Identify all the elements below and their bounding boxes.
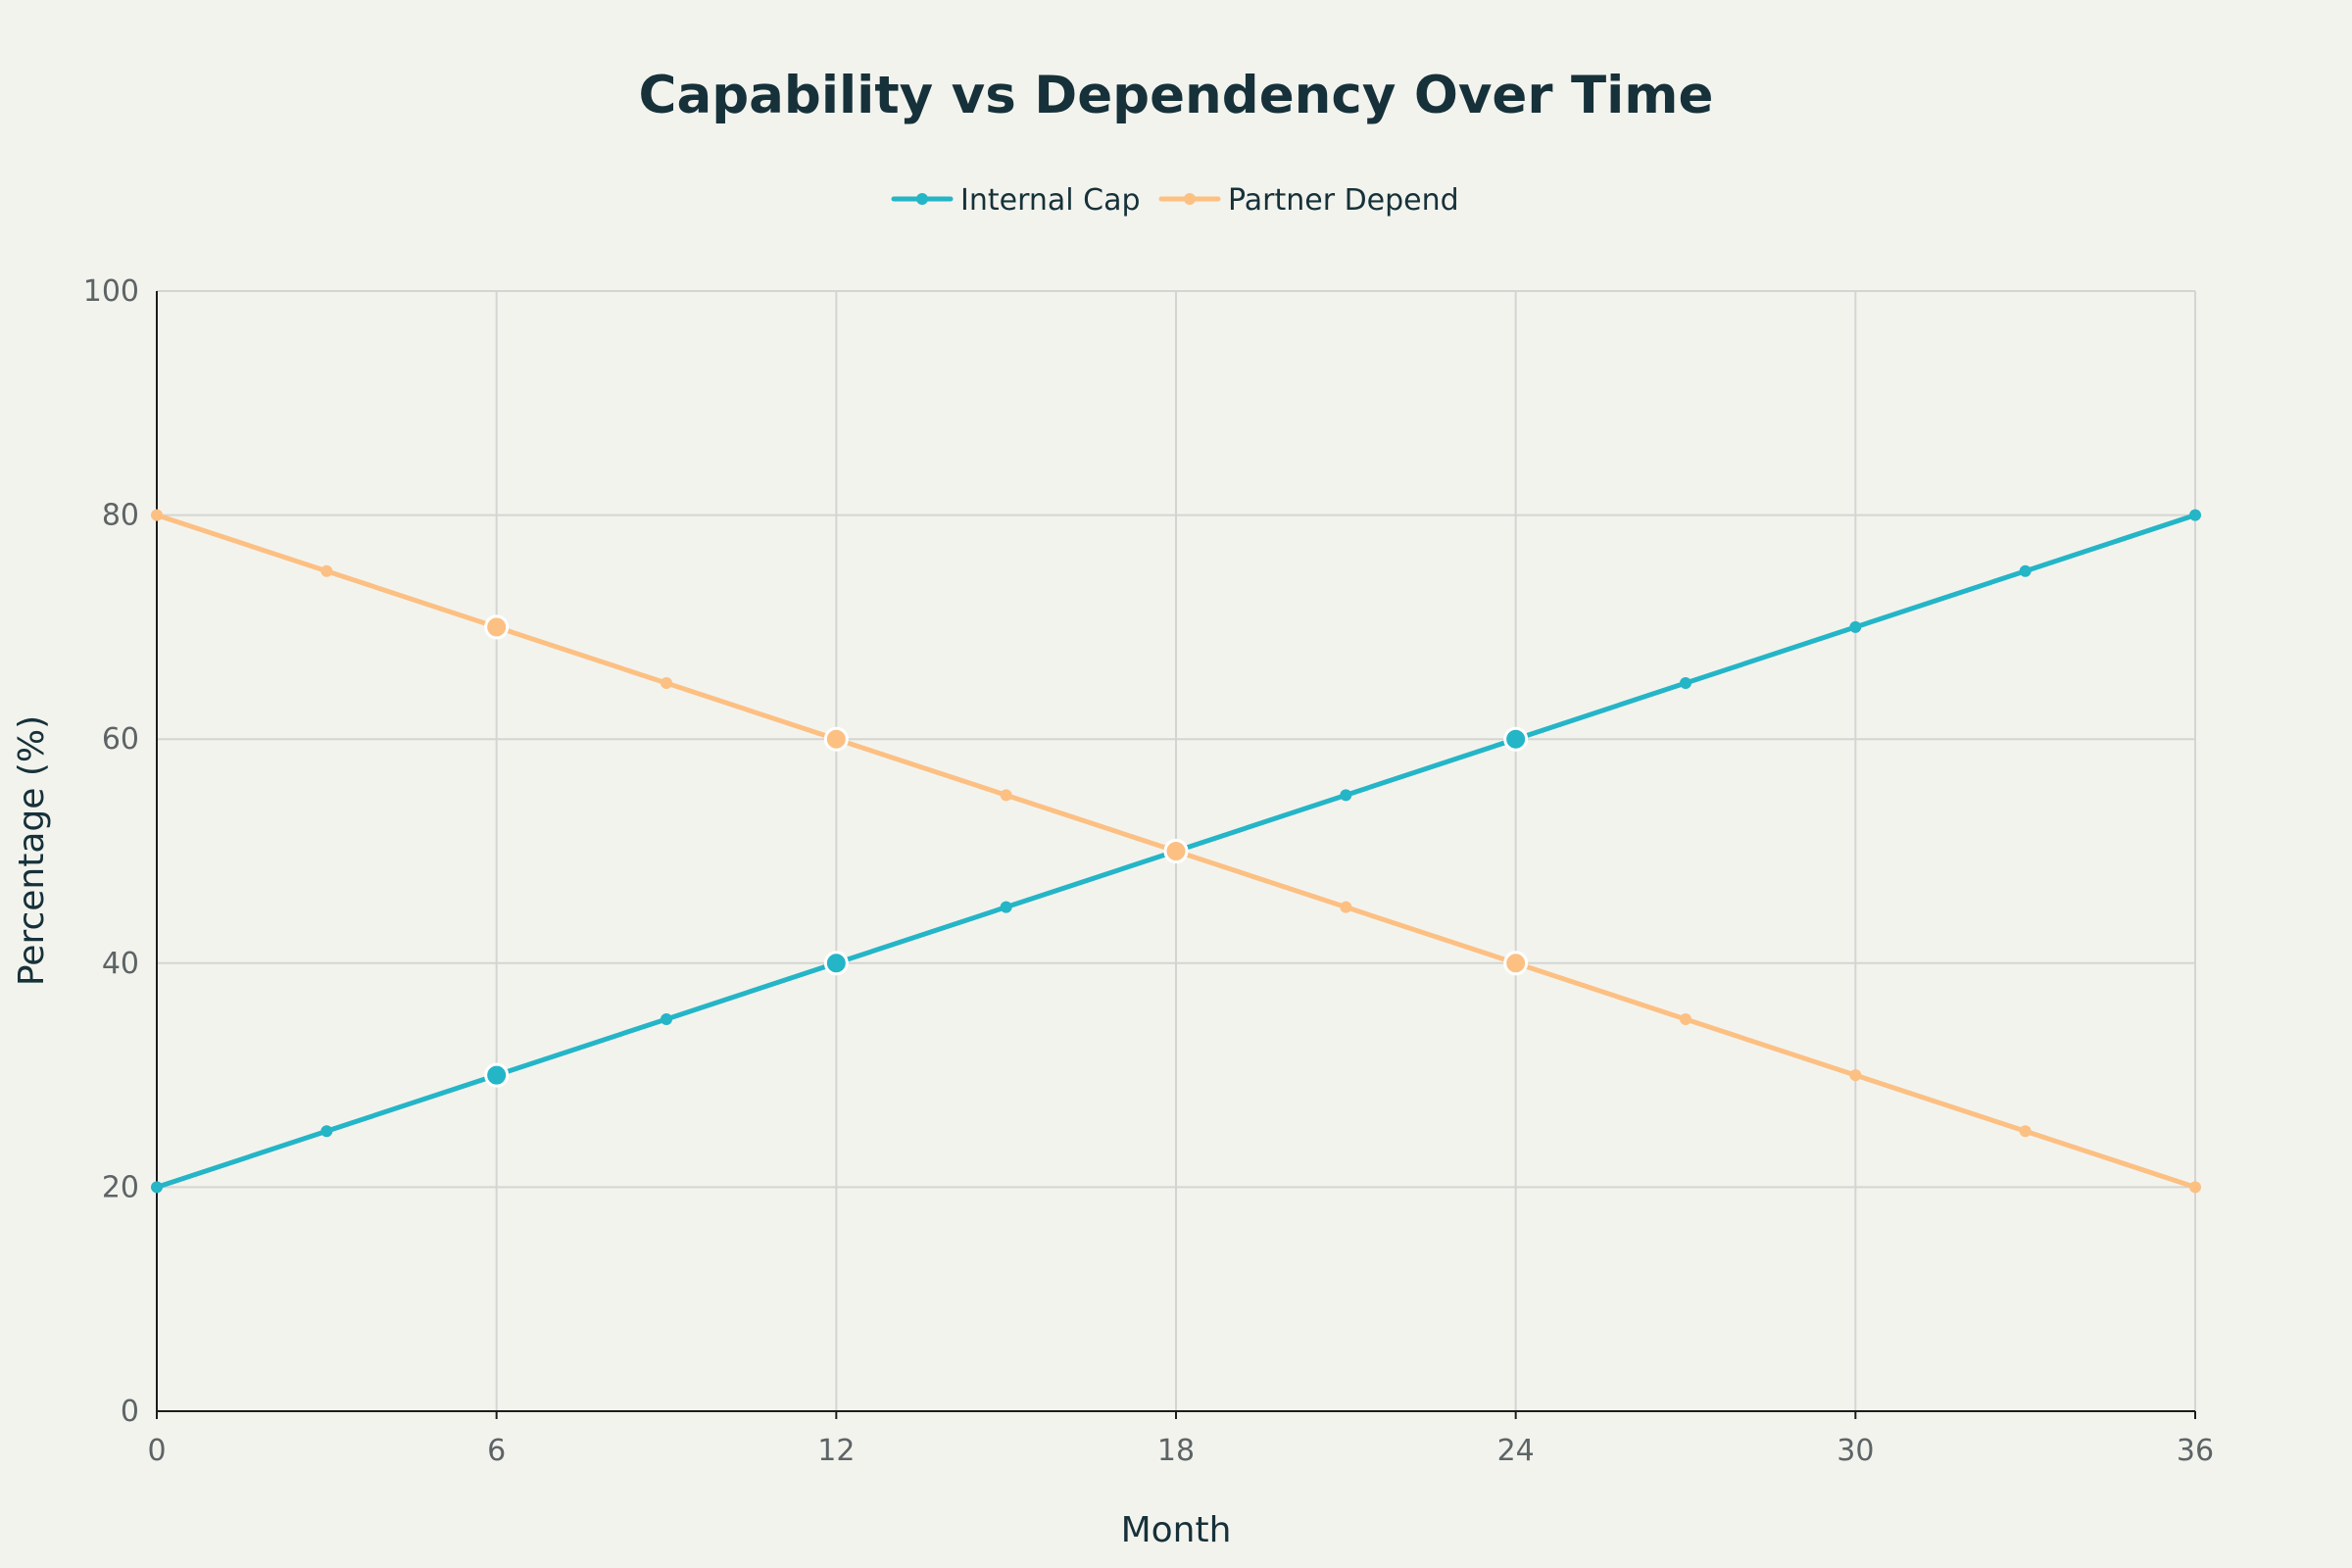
x-axis-title: Month bbox=[1121, 1510, 1232, 1550]
data-point bbox=[1000, 789, 1012, 802]
x-tick-label: 0 bbox=[147, 1434, 166, 1468]
x-tick-label: 6 bbox=[487, 1434, 506, 1468]
data-point bbox=[823, 951, 849, 976]
y-axis-title: Percentage (%) bbox=[12, 715, 52, 986]
data-point bbox=[1000, 901, 1012, 913]
data-point bbox=[2019, 564, 2032, 577]
data-point bbox=[151, 1181, 163, 1194]
x-tick-label: 36 bbox=[2177, 1434, 2214, 1468]
data-point bbox=[1680, 1012, 1691, 1025]
legend-swatch-marker bbox=[1184, 193, 1196, 205]
y-tick-label: 80 bbox=[102, 499, 139, 533]
data-point bbox=[484, 614, 510, 640]
legend-item: Internal Cap bbox=[891, 183, 1141, 218]
data-point bbox=[1340, 901, 1352, 913]
data-point bbox=[2189, 1181, 2201, 1194]
y-tick-label: 20 bbox=[102, 1170, 139, 1204]
legend-swatch-marker bbox=[916, 193, 928, 205]
data-point bbox=[2019, 1125, 2032, 1138]
data-point bbox=[151, 509, 163, 521]
y-tick-label: 60 bbox=[102, 722, 139, 757]
axes bbox=[156, 291, 2196, 1419]
series-group bbox=[151, 509, 2201, 1194]
tick-labels: 0 6 12 18 24 30 36 0 20 40 60 80 100 bbox=[83, 274, 2214, 1468]
chart-title: Capability vs Dependency Over Time bbox=[639, 66, 1714, 125]
data-point bbox=[320, 564, 333, 577]
x-tick-label: 30 bbox=[1837, 1434, 1874, 1468]
data-point bbox=[823, 726, 849, 752]
data-point bbox=[1503, 726, 1529, 752]
x-tick-label: 12 bbox=[817, 1434, 855, 1468]
data-point bbox=[661, 1012, 672, 1025]
data-point bbox=[661, 677, 672, 690]
data-point bbox=[2189, 509, 2201, 521]
data-point bbox=[484, 1062, 510, 1088]
data-point bbox=[1680, 677, 1691, 690]
data-point bbox=[1340, 789, 1352, 802]
data-point bbox=[1503, 951, 1529, 976]
legend-item: Partner Depend bbox=[1158, 183, 1459, 218]
legend: Internal Cap Partner Depend bbox=[891, 183, 1459, 218]
data-point bbox=[320, 1125, 333, 1138]
series-partner-depend bbox=[151, 509, 2201, 1194]
y-tick-label: 100 bbox=[83, 274, 139, 309]
x-tick-label: 24 bbox=[1497, 1434, 1535, 1468]
y-tick-label: 40 bbox=[102, 947, 139, 981]
data-point bbox=[1849, 1069, 1862, 1082]
data-point bbox=[1849, 620, 1862, 633]
data-point bbox=[1163, 839, 1189, 863]
legend-label: Internal Cap bbox=[960, 183, 1141, 218]
x-tick-label: 18 bbox=[1157, 1434, 1195, 1468]
legend-label: Partner Depend bbox=[1228, 183, 1459, 218]
y-tick-label: 0 bbox=[121, 1395, 139, 1429]
